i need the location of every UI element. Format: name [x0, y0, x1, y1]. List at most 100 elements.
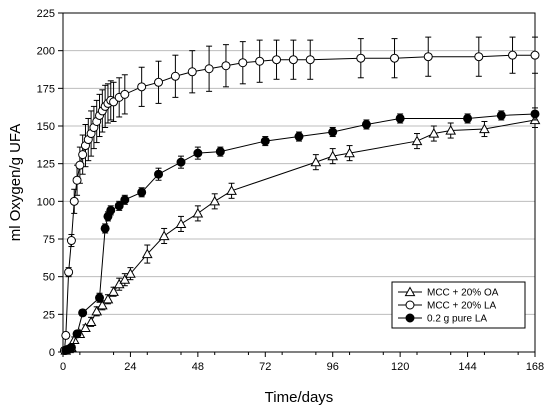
y-tick-label: 225	[37, 8, 55, 20]
data-point	[175, 218, 187, 229]
data-point	[356, 53, 366, 63]
data-point	[395, 113, 405, 123]
legend-marker	[405, 313, 415, 323]
plot-frame	[62, 12, 536, 353]
y-tick-label: 175	[37, 83, 55, 95]
data-point	[72, 175, 82, 185]
series-3	[61, 107, 540, 355]
x-tick-label: 168	[526, 361, 544, 373]
data-point	[80, 322, 91, 332]
data-point	[327, 150, 339, 161]
data-point	[106, 205, 116, 215]
y-tick-label: 75	[43, 234, 55, 246]
data-point	[96, 299, 108, 310]
data-point	[64, 267, 74, 277]
data-point	[154, 169, 164, 179]
data-point	[100, 223, 110, 233]
legend-label: 0.2 g pure LA	[427, 314, 487, 325]
data-point	[204, 64, 214, 74]
data-point	[390, 53, 400, 63]
data-point	[221, 61, 231, 71]
data-point	[238, 58, 248, 68]
y-axis: 0 25 50 75 100 125 150 175 200 225	[37, 8, 63, 359]
data-point	[474, 52, 484, 62]
data-point	[78, 150, 88, 160]
data-point	[193, 148, 203, 158]
x-tick-label: 96	[327, 361, 339, 373]
data-point	[78, 308, 88, 318]
legend: MCC + 20% OA MCC + 20% LA 0.2 g pure LA	[391, 281, 526, 329]
data-point	[170, 71, 180, 81]
legend-marker	[404, 286, 416, 297]
data-point	[158, 230, 170, 241]
data-point	[255, 56, 265, 66]
data-point	[120, 89, 130, 99]
x-tick-label: 120	[391, 361, 409, 373]
x-tick-label: 144	[458, 361, 476, 373]
y-tick-label: 200	[37, 46, 55, 58]
x-tick-label: 72	[259, 361, 271, 373]
data-point	[411, 135, 423, 146]
data-point	[137, 82, 147, 92]
data-point	[530, 109, 540, 119]
y-tick-label: 125	[37, 159, 55, 171]
legend-item: MCC + 20% OA	[398, 286, 499, 299]
data-point	[119, 274, 131, 284]
data-point	[428, 128, 440, 138]
data-point	[85, 316, 97, 326]
data-point	[479, 123, 490, 134]
legend-entries: MCC + 20% OA MCC + 20% LA 0.2 g pure LA	[398, 286, 499, 325]
data-point	[91, 305, 103, 316]
data-point	[463, 113, 473, 123]
legend-item: MCC + 20% LA	[398, 300, 497, 312]
x-axis: 0 24 48 72 96 120 144 168	[60, 352, 544, 373]
series-layer	[59, 36, 541, 355]
data-point	[344, 147, 355, 158]
y-tick-label: 25	[43, 309, 55, 321]
data-point	[66, 342, 76, 352]
x-tick-label: 0	[60, 361, 66, 373]
data-point	[187, 67, 197, 77]
y-tick-label: 0	[49, 347, 55, 359]
y-tick-label: 150	[37, 121, 55, 133]
data-point	[310, 156, 322, 167]
data-point	[496, 110, 506, 120]
x-tick-label: 24	[124, 361, 136, 373]
x-tick-label: 48	[192, 361, 204, 373]
data-point	[192, 207, 204, 218]
data-point	[137, 187, 147, 197]
y-tick-label: 50	[43, 272, 55, 284]
data-point	[102, 293, 114, 304]
data-point	[445, 124, 457, 135]
data-point	[288, 55, 298, 65]
legend-item: 0.2 g pure LA	[398, 313, 487, 325]
legend-label: MCC + 20% LA	[427, 301, 497, 312]
data-point	[141, 248, 153, 259]
data-point	[272, 55, 282, 65]
data-point	[95, 293, 105, 303]
data-point	[260, 136, 270, 146]
data-point	[114, 201, 124, 211]
data-point	[75, 160, 85, 170]
data-point	[66, 236, 76, 246]
data-point	[154, 77, 164, 87]
data-point	[361, 119, 371, 129]
data-point	[294, 132, 304, 142]
y-tick-label: 100	[37, 196, 55, 208]
y-axis-title: ml Oxygen/g UFA	[7, 124, 24, 242]
data-point	[226, 185, 237, 195]
data-point	[530, 50, 540, 60]
legend-label: MCC + 20% OA	[427, 288, 499, 299]
data-point	[108, 286, 119, 296]
data-point	[328, 127, 338, 137]
data-point	[72, 329, 82, 339]
series-2	[59, 36, 540, 355]
data-point	[120, 195, 130, 205]
data-point	[508, 50, 518, 60]
data-point	[61, 330, 71, 340]
data-point	[69, 196, 79, 206]
data-point	[305, 55, 315, 65]
data-point	[423, 52, 433, 62]
data-point	[209, 195, 221, 206]
